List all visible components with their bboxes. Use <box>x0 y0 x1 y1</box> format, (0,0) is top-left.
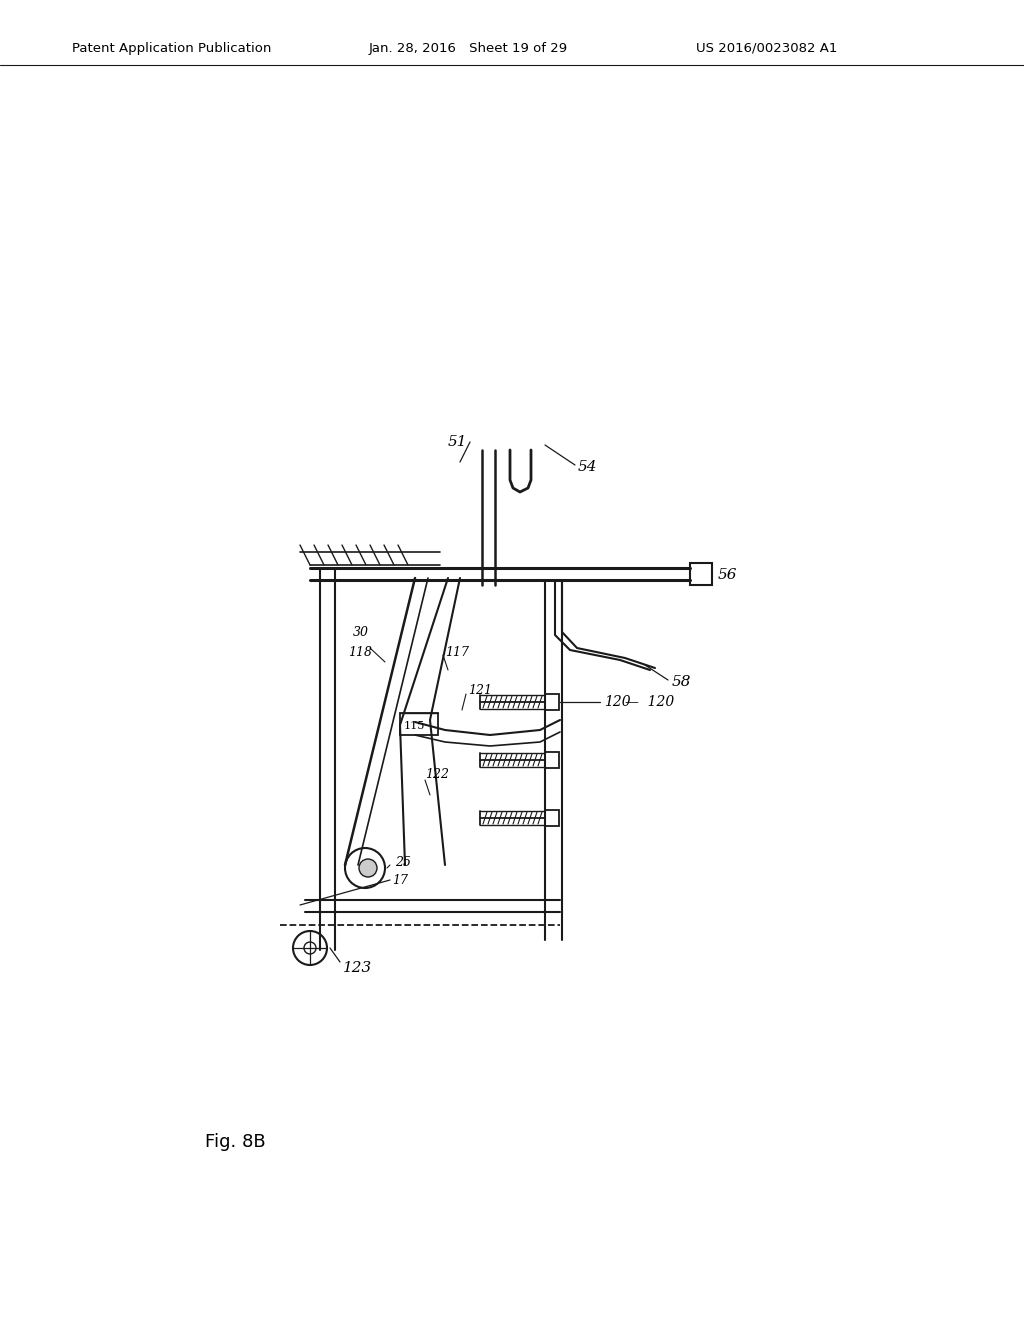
Bar <box>545 810 559 826</box>
Text: Patent Application Publication: Patent Application Publication <box>72 42 271 54</box>
Text: 54: 54 <box>578 459 597 474</box>
Text: 121: 121 <box>468 684 492 697</box>
Circle shape <box>345 847 385 888</box>
Text: 117: 117 <box>445 645 469 659</box>
Text: 25: 25 <box>395 855 411 869</box>
Text: 120: 120 <box>604 696 631 709</box>
Circle shape <box>293 931 327 965</box>
Text: 56: 56 <box>718 568 737 582</box>
Text: 51: 51 <box>449 436 468 449</box>
Text: 17: 17 <box>392 874 408 887</box>
Bar <box>690 564 712 585</box>
Text: 30: 30 <box>353 626 369 639</box>
Text: 58: 58 <box>672 675 691 689</box>
Circle shape <box>359 859 377 876</box>
Text: —  120: — 120 <box>625 696 674 709</box>
Text: US 2016/0023082 A1: US 2016/0023082 A1 <box>696 42 838 54</box>
Text: Fig. 8B: Fig. 8B <box>205 1133 265 1151</box>
Text: 122: 122 <box>425 768 449 781</box>
Circle shape <box>304 942 316 954</box>
Text: 115: 115 <box>404 721 425 731</box>
Text: 118: 118 <box>348 645 372 659</box>
Bar <box>545 694 559 710</box>
Text: 123: 123 <box>343 961 373 975</box>
Bar <box>545 752 559 768</box>
Bar <box>400 713 438 735</box>
Text: Jan. 28, 2016 Sheet 19 of 29: Jan. 28, 2016 Sheet 19 of 29 <box>369 42 567 54</box>
